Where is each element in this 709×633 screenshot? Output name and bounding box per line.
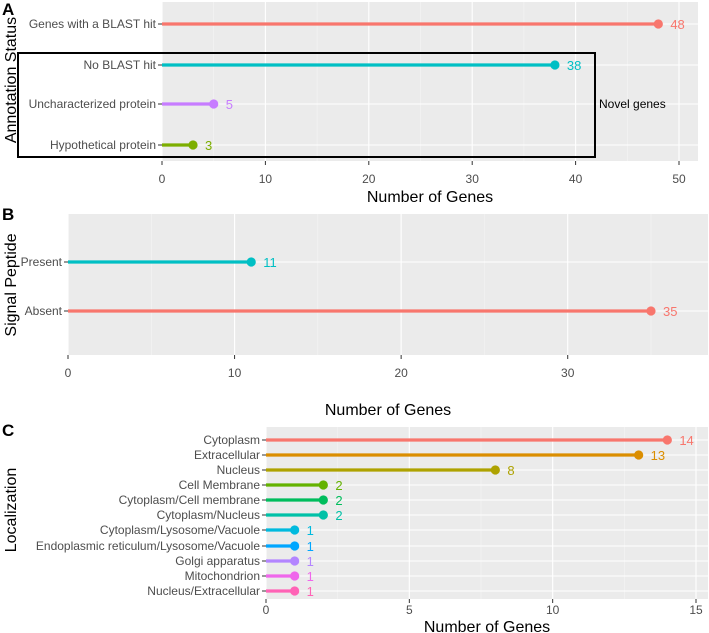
lollipop-point: [209, 99, 219, 109]
x-tick-label: 0: [263, 603, 270, 617]
category-label: Genes with a BLAST hit: [29, 17, 157, 31]
lollipop-point: [634, 450, 644, 460]
category-label: Endoplasmic reticulum/Lysosome/Vacuole: [36, 539, 260, 553]
x-axis-title: Number of Genes: [424, 619, 550, 633]
x-tick-label: 5: [406, 603, 413, 617]
panel-letter: A: [2, 0, 14, 19]
category-label: Cytoplasm/Cell membrane: [119, 493, 261, 507]
value-label: 14: [679, 433, 693, 448]
x-tick-label: 20: [362, 172, 376, 186]
x-tick-label: 20: [394, 366, 408, 380]
panel-letter: B: [2, 205, 14, 224]
x-tick-label: 30: [466, 172, 480, 186]
category-label: Golgi apparatus: [175, 554, 260, 568]
lollipop-point: [188, 140, 198, 150]
x-tick-label: 10: [228, 366, 242, 380]
lollipop-point: [290, 571, 300, 581]
lollipop-point: [290, 525, 300, 535]
value-label: 1: [307, 584, 314, 599]
category-label: Hypothetical protein: [50, 138, 156, 152]
lollipop-point: [550, 60, 560, 70]
value-label: 2: [335, 508, 342, 523]
value-label: 48: [670, 17, 684, 32]
value-label: 3: [205, 138, 212, 153]
x-axis-title: Number of Genes: [325, 402, 451, 419]
y-axis-title: Annotation Status: [3, 17, 20, 143]
x-tick-label: 0: [159, 172, 166, 186]
novel-genes-box: [17, 52, 596, 158]
novel-genes-label: Novel genes: [599, 97, 666, 111]
category-label: Cytoplasm/Nucleus: [157, 508, 260, 522]
category-label: Cytoplasm/Lysosome/Vacuole: [100, 523, 260, 537]
value-label: 1: [307, 569, 314, 584]
lollipop-point: [490, 465, 500, 475]
lollipop-point: [318, 510, 328, 520]
value-label: 2: [335, 478, 342, 493]
x-tick-label: 10: [259, 172, 273, 186]
value-label: 2: [335, 493, 342, 508]
lollipop-point: [662, 435, 672, 445]
y-axis-title: Signal Peptide: [3, 233, 20, 336]
value-label: 5: [226, 97, 233, 112]
category-label: Cytoplasm: [203, 433, 260, 447]
x-tick-label: 30: [561, 366, 575, 380]
value-label: 1: [307, 554, 314, 569]
lollipop-point: [246, 257, 256, 267]
lollipop-point: [290, 586, 300, 596]
lollipop-point: [290, 541, 300, 551]
x-tick-label: 50: [672, 172, 686, 186]
value-label: 38: [567, 58, 581, 73]
lollipop-point: [653, 19, 663, 29]
category-label: Nucleus/Extracellular: [147, 584, 260, 598]
y-axis-title: Localization: [3, 468, 20, 553]
category-label: Cell Membrane: [179, 478, 261, 492]
value-label: 35: [663, 304, 677, 319]
category-label: Extracellular: [194, 448, 260, 462]
lollipop-point: [290, 556, 300, 566]
x-tick-label: 15: [689, 603, 703, 617]
x-tick-label: 40: [569, 172, 583, 186]
value-label: 1: [307, 539, 314, 554]
category-label: Absent: [25, 304, 63, 318]
category-label: Present: [21, 255, 63, 269]
lollipop-point: [318, 495, 328, 505]
panel-background-A: [162, 2, 698, 161]
x-axis-title: Number of Genes: [367, 189, 493, 206]
x-tick-label: 10: [546, 603, 560, 617]
category-label: Uncharacterized protein: [29, 97, 156, 111]
value-label: 13: [651, 448, 665, 463]
lollipop-point: [318, 480, 328, 490]
value-label: 11: [263, 255, 277, 270]
category-label: Nucleus: [217, 463, 260, 477]
value-label: 8: [507, 463, 514, 478]
category-label: No BLAST hit: [84, 58, 157, 72]
lollipop-point: [646, 306, 656, 316]
value-label: 1: [307, 523, 314, 538]
panel-background-B: [68, 214, 708, 355]
x-tick-label: 0: [65, 366, 72, 380]
panel-letter: C: [2, 421, 14, 440]
category-label: Mitochondrion: [185, 569, 260, 583]
